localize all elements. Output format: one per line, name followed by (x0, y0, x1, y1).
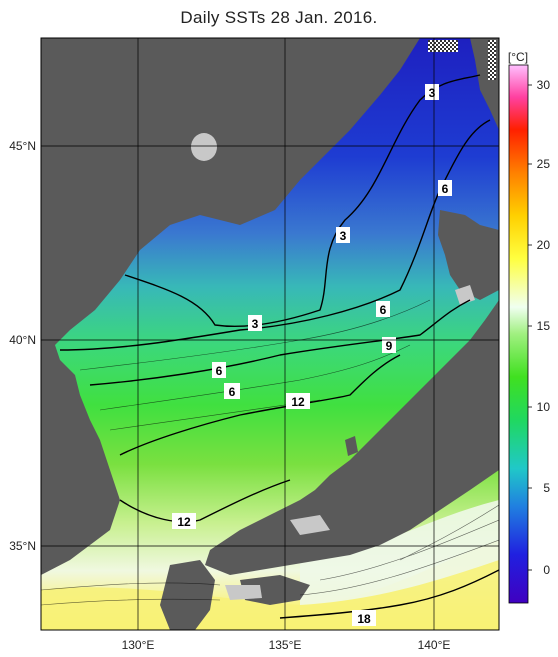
contour-label: 9 (382, 337, 396, 353)
isotherm-lines (41, 74, 499, 619)
land-hokkaido (438, 210, 499, 300)
minor-isotherms (41, 299, 499, 606)
colorbar-tick-label: 20 (537, 238, 551, 252)
land-korea (41, 380, 112, 570)
land-mainland (41, 38, 420, 575)
map-title: Daily SSTs 28 Jan. 2016. (180, 8, 378, 27)
colorbar-unit: [°C] (508, 50, 528, 64)
map-frame (40, 37, 500, 631)
sea-ice (428, 40, 458, 52)
colorbar-tick-label: 5 (543, 481, 550, 495)
colorbar-tick-label: 30 (537, 78, 551, 92)
lat-label: 40°N (9, 333, 36, 347)
isotherm-12-south (119, 479, 291, 523)
colorbar: [°C] 30 25 20 15 10 5 0 (508, 50, 551, 604)
map-area: 3 6 3 6 3 6 9 6 12 12 18 (41, 38, 499, 630)
colorbar-tick-label: 0 (543, 563, 550, 577)
land-kyushu (160, 560, 215, 630)
lat-label: 45°N (9, 139, 36, 153)
svg-text:12: 12 (291, 395, 305, 409)
svg-text:3: 3 (252, 317, 259, 331)
contour-labels: 3 6 3 6 3 6 9 6 12 12 18 (172, 84, 452, 626)
contour-label: 6 (438, 180, 452, 196)
lon-label: 130°E (122, 638, 155, 652)
contour-label: 6 (212, 362, 226, 378)
lon-label: 140°E (418, 638, 451, 652)
land-honshu (205, 300, 499, 575)
lat-axis: 45°N 40°N 35°N (9, 139, 36, 553)
lake-khanka (191, 133, 217, 161)
lon-label: 135°E (269, 638, 302, 652)
graticule (41, 38, 499, 630)
contour-label: 6 (224, 383, 240, 399)
svg-text:3: 3 (429, 86, 436, 100)
contour-label: 3 (425, 84, 439, 100)
contour-label: 3 (336, 227, 350, 243)
svg-text:6: 6 (442, 182, 449, 196)
svg-text:12: 12 (177, 515, 191, 529)
contour-label: 12 (286, 393, 310, 409)
isotherm-3 (124, 74, 481, 328)
isotherm-6 (59, 119, 491, 351)
contour-label: 12 (172, 513, 196, 529)
svg-text:6: 6 (229, 385, 236, 399)
lon-axis: 130°E 135°E 140°E (122, 638, 451, 652)
svg-text:3: 3 (340, 229, 347, 243)
colorbar-ticks (528, 84, 532, 571)
lat-label: 35°N (9, 539, 36, 553)
svg-text:9: 9 (386, 339, 393, 353)
colorbar-scale (508, 64, 529, 604)
sea-ice-north (488, 40, 496, 80)
isotherm-9 (89, 299, 471, 386)
kuroshio-water (300, 500, 499, 605)
contour-label: 6 (376, 301, 390, 317)
colorbar-tick-label: 25 (537, 157, 551, 171)
land-sado (345, 436, 358, 456)
contour-label: 18 (352, 610, 376, 626)
svg-text:18: 18 (357, 612, 371, 626)
isotherm-18 (279, 569, 499, 619)
contour-label: 3 (248, 315, 262, 331)
svg-text:6: 6 (380, 303, 387, 317)
colorbar-tick-label: 10 (537, 400, 551, 414)
colorbar-tick-label: 15 (537, 319, 551, 333)
svg-text:6: 6 (216, 364, 223, 378)
